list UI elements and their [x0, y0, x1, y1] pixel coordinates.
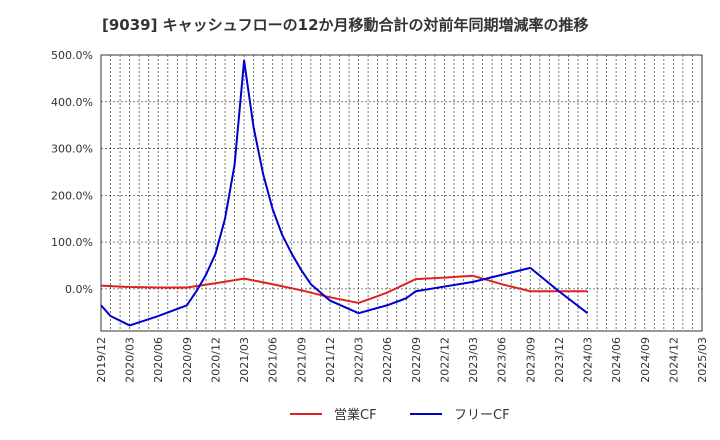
- legend-label: フリーCF: [454, 408, 510, 423]
- chart-title: [9039] キャッシュフローの12か月移動合計の対前年同期増減率の推移: [102, 16, 589, 34]
- x-tick-label: 2024/03: [582, 337, 595, 383]
- plot-frame: [100, 54, 703, 332]
- x-tick-label: 2021/06: [267, 337, 280, 383]
- x-tick-label: 2025/03: [696, 337, 709, 383]
- x-tick-label: 2020/03: [124, 337, 137, 383]
- x-tick-label: 2022/12: [438, 337, 451, 383]
- plot-area: 500.0% 400.0% 300.0% 200.0% 100.0% 0.0% 2019/1…: [51, 49, 709, 383]
- x-tick-label: 2023/03: [467, 337, 480, 383]
- y-tick-label: 200.0%: [51, 189, 93, 202]
- series-line-1: [100, 274, 588, 304]
- series-line-2: [100, 59, 589, 327]
- y-tick-label: 500.0%: [51, 49, 93, 62]
- y-tick-label: 400.0%: [51, 96, 93, 109]
- x-tick-label: 2023/09: [524, 337, 537, 383]
- x-tick-label: 2020/09: [181, 337, 194, 383]
- x-tick-label: 2023/06: [496, 337, 509, 383]
- x-tick-label: 2022/06: [381, 337, 394, 383]
- y-tick-label: 300.0%: [51, 143, 93, 156]
- x-tick-label: 2019/12: [95, 337, 108, 383]
- legend: 営業CF フリーCF: [290, 407, 510, 423]
- x-tick-label: 2024/12: [667, 337, 680, 383]
- x-tick-label: 2024/06: [610, 337, 623, 383]
- x-tick-label: 2024/09: [639, 337, 652, 383]
- x-tick-label: 2023/12: [553, 337, 566, 383]
- x-tick-label: 2021/03: [238, 337, 251, 383]
- x-tick-label: 2020/06: [152, 337, 165, 383]
- x-tick-label: 2021/09: [295, 337, 308, 383]
- legend-label: 営業CF: [334, 407, 377, 423]
- y-tick-label: 100.0%: [51, 236, 93, 249]
- x-tick-label: 2022/03: [353, 337, 366, 383]
- x-tick-label: 2022/09: [410, 337, 423, 383]
- x-tick-label: 2021/12: [324, 337, 337, 383]
- y-tick-label: 0.0%: [65, 283, 93, 296]
- x-tick-label: 2020/12: [209, 337, 222, 383]
